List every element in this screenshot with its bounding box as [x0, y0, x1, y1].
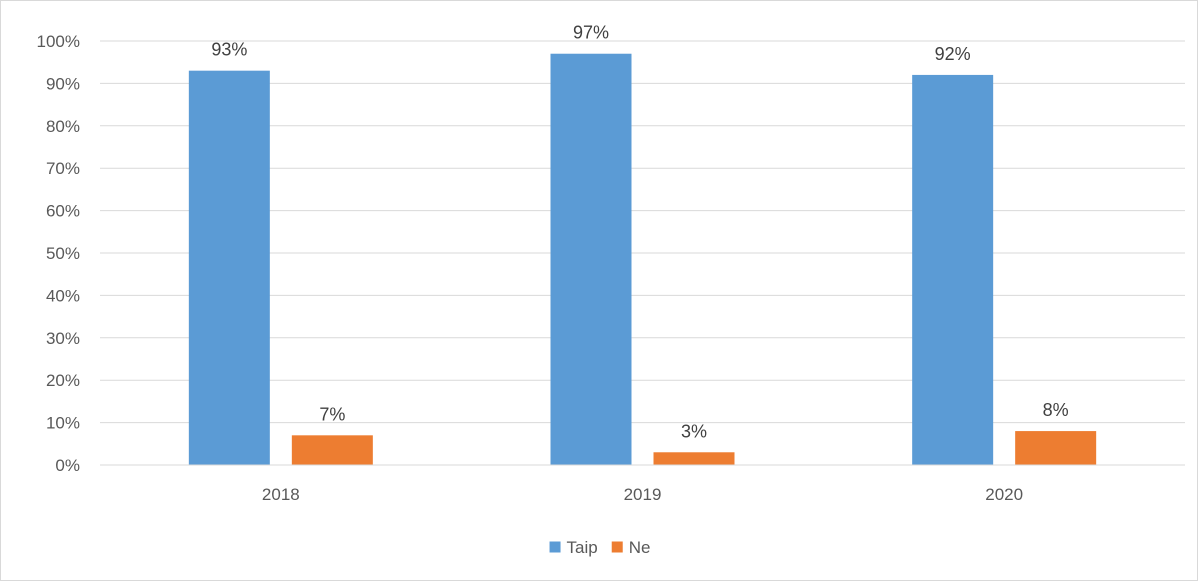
y-tick-label: 60%	[46, 202, 80, 221]
y-tick-label: 20%	[46, 371, 80, 390]
legend-label: Ne	[629, 538, 651, 557]
data-label: 3%	[681, 421, 707, 441]
data-label: 93%	[211, 40, 247, 60]
x-tick-label: 2020	[985, 485, 1023, 504]
bars	[188, 53, 1097, 466]
x-tick-label: 2019	[624, 485, 662, 504]
y-tick-label: 100%	[37, 32, 80, 51]
bar-ne-2019	[653, 452, 735, 465]
legend-item-taip: Taip	[549, 538, 598, 557]
data-label: 8%	[1043, 400, 1069, 420]
bar-ne-2018	[291, 435, 373, 465]
bar-taip-2018	[188, 70, 270, 466]
legend-swatch	[611, 541, 623, 553]
data-label: 97%	[573, 23, 609, 43]
y-tick-label: 40%	[46, 286, 80, 305]
gridlines	[100, 40, 1185, 424]
x-tick-label: 2018	[262, 485, 300, 504]
y-tick-label: 30%	[46, 329, 80, 348]
data-labels: 93% 7% 97% 3% 92% 8%	[211, 23, 1068, 442]
legend-item-ne: Ne	[611, 538, 651, 557]
legend: Taip Ne	[549, 538, 651, 557]
y-tick-label: 70%	[46, 159, 80, 178]
bar-taip-2020	[912, 74, 994, 466]
y-tick-label: 90%	[46, 74, 80, 93]
legend-swatch	[549, 541, 561, 553]
y-tick-label: 80%	[46, 117, 80, 136]
y-tick-label: 50%	[46, 244, 80, 263]
x-axis-ticks: 2018 2019 2020	[262, 485, 1023, 504]
data-label: 92%	[935, 44, 971, 64]
y-axis-ticks: 0% 10% 20% 30% 40% 50% 60% 70% 80% 90% 100%	[37, 32, 80, 475]
legend-label: Taip	[567, 538, 598, 557]
bar-ne-2020	[1015, 431, 1097, 465]
y-tick-label: 0%	[55, 456, 80, 475]
y-tick-label: 10%	[46, 414, 80, 433]
bar-taip-2019	[550, 53, 632, 465]
data-label: 7%	[319, 404, 345, 424]
